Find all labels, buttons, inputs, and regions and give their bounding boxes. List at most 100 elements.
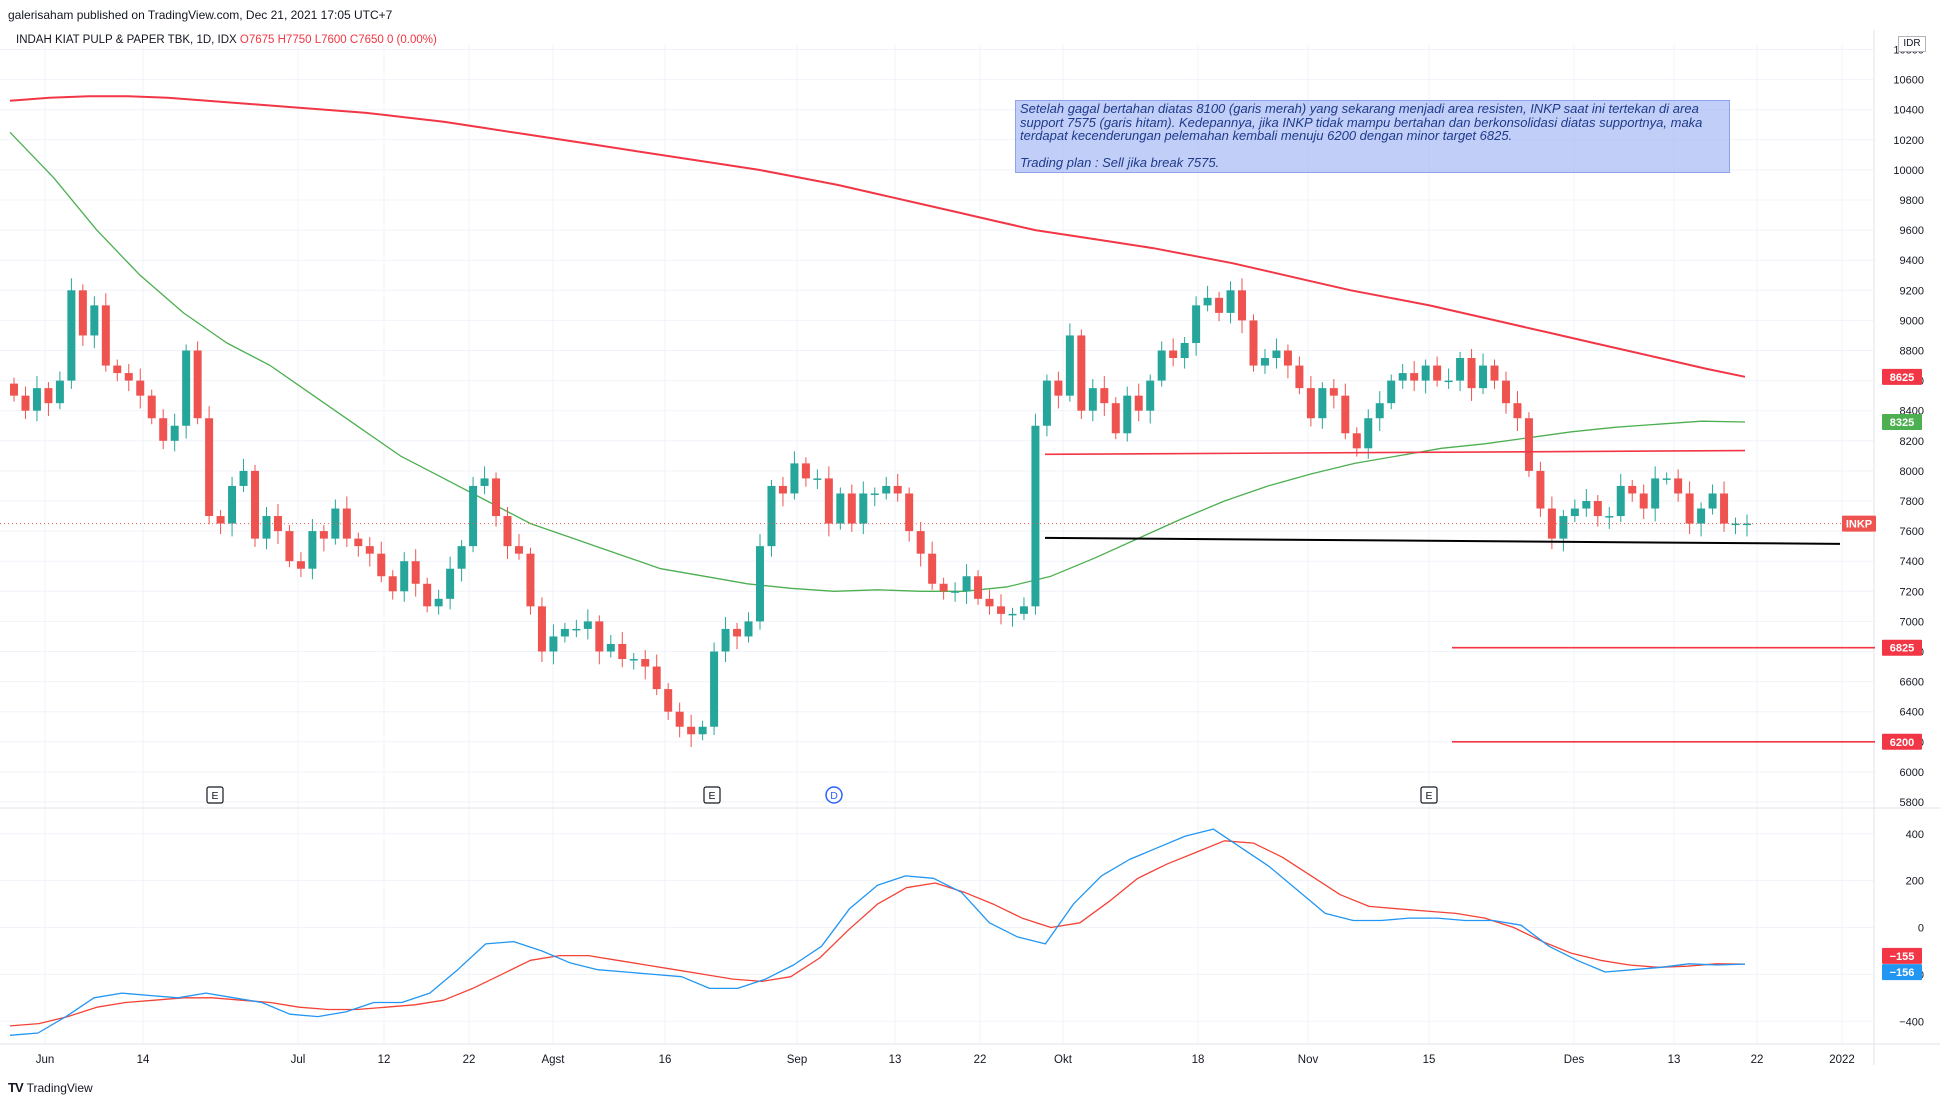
candle-body: [606, 643, 615, 652]
candle-body: [893, 485, 902, 494]
candle-body: [974, 576, 983, 599]
candle: [1146, 374, 1155, 424]
candle: [1123, 386, 1132, 442]
candle: [1651, 466, 1660, 522]
marker-label: E: [1425, 790, 1432, 802]
candle-body: [560, 628, 569, 637]
time-tick-label: 15: [1423, 1054, 1436, 1066]
candle: [675, 702, 684, 738]
candle-body: [1490, 365, 1499, 381]
candle-body: [1501, 380, 1510, 404]
candle: [928, 541, 937, 590]
candle-body: [319, 531, 328, 539]
candle-body: [400, 561, 409, 592]
candle-body: [1536, 470, 1545, 509]
candle-body: [1743, 523, 1751, 526]
time-tick-label: Okt: [1054, 1054, 1073, 1066]
candle: [1398, 364, 1407, 389]
price-badge-bg: [1882, 413, 1922, 430]
candle: [1042, 374, 1051, 437]
level-lines: [0, 449, 1875, 743]
candle-body: [985, 598, 994, 607]
trading-plan-text: Trading plan : Sell jika break 7575.: [1020, 154, 1220, 170]
price-tick-label: 7200: [1900, 586, 1924, 598]
earnings-marker: E: [1420, 786, 1438, 804]
price-tick-label: 9000: [1900, 315, 1924, 327]
marker-bg: [703, 786, 721, 804]
candle: [1065, 323, 1074, 402]
candle-body: [1318, 388, 1327, 419]
candle-body: [1019, 606, 1028, 614]
analysis-note[interactable]: Setelah gagal bertahan diatas 8100 (gari…: [1015, 100, 1730, 173]
candle-body: [721, 628, 730, 652]
candle: [790, 451, 799, 500]
candle-body: [1456, 358, 1465, 381]
osc-badge-bg: [1882, 964, 1922, 981]
candle: [10, 377, 18, 402]
candle: [1410, 361, 1419, 392]
candle: [985, 589, 994, 615]
candle: [342, 496, 351, 547]
price-tick-label: 7600: [1900, 526, 1924, 538]
candle-body: [1088, 388, 1097, 411]
candle-body: [939, 583, 948, 592]
candle: [1559, 510, 1568, 552]
candle: [652, 654, 661, 696]
candle-body: [1329, 388, 1338, 396]
candle-body: [583, 621, 592, 629]
candle: [365, 537, 374, 567]
candle: [664, 683, 673, 720]
candle-body: [1123, 395, 1132, 434]
candle: [1364, 409, 1373, 459]
time-tick-label: Nov: [1298, 1054, 1319, 1066]
candle-body: [365, 546, 374, 554]
candle-body: [1100, 388, 1109, 404]
candle: [733, 622, 742, 650]
candle-body: [1524, 418, 1533, 471]
candle: [1306, 376, 1315, 427]
candle-body: [1674, 478, 1683, 494]
candle: [1547, 496, 1556, 550]
candle-body: [664, 689, 673, 712]
candle-body: [377, 553, 386, 577]
candle: [1169, 338, 1178, 367]
price-badge-bg: [1882, 368, 1922, 385]
price-badge-label: 8625: [1890, 372, 1914, 384]
candle-body: [1605, 516, 1614, 518]
candle-body: [32, 388, 41, 411]
candle: [1226, 281, 1235, 324]
candle-body: [1215, 297, 1224, 313]
ma-long-line: [9, 95, 1746, 378]
candle: [124, 364, 133, 392]
candle-body: [480, 478, 489, 486]
top-bar: galerisaham published on TradingView.com…: [0, 0, 1940, 30]
candle: [446, 556, 455, 610]
candle-body: [21, 395, 30, 411]
candle-body: [916, 531, 925, 554]
candle-body: [1283, 350, 1292, 366]
candle: [1260, 349, 1269, 374]
candle-body: [1547, 508, 1556, 539]
candle-body: [67, 290, 76, 381]
candle-body: [90, 305, 99, 336]
candle: [136, 368, 145, 409]
candle-body: [1662, 478, 1671, 480]
candle-body: [239, 470, 248, 486]
candle-body: [1111, 403, 1120, 434]
candle-body: [882, 485, 891, 494]
candle-body: [1375, 403, 1384, 419]
osc-badge: −156: [1882, 964, 1922, 981]
currency-label[interactable]: IDR: [1898, 36, 1926, 52]
candle: [606, 634, 615, 658]
osc-slow-line: [9, 840, 1746, 1027]
time-tick-label: 13: [889, 1054, 902, 1066]
price-tick-label: 8200: [1900, 436, 1924, 448]
candle-body: [1203, 297, 1212, 306]
candle: [595, 615, 604, 665]
osc-badge-label: −156: [1890, 967, 1915, 979]
candle: [1513, 391, 1522, 432]
price-badge: 8325: [1882, 413, 1922, 430]
dividend-marker: D: [825, 786, 843, 804]
